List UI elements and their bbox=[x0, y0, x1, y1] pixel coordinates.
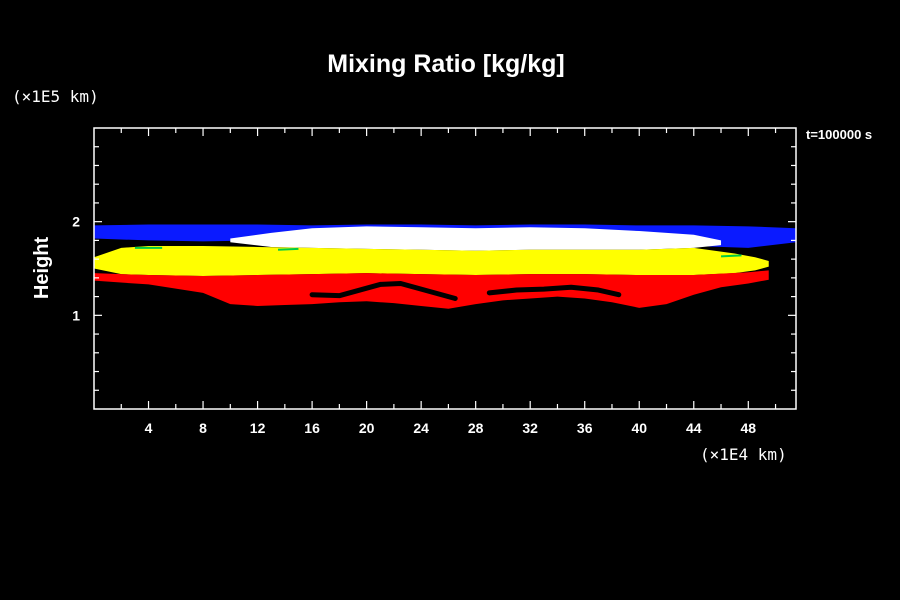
x-tick-label: 36 bbox=[577, 420, 593, 436]
band-white bbox=[230, 226, 722, 251]
x-axis-unit-label: (×1E4 km) bbox=[700, 445, 787, 464]
x-tick-label: 40 bbox=[631, 420, 647, 436]
axes bbox=[93, 127, 797, 410]
y-tick-label: 1 bbox=[72, 307, 80, 323]
band-yellow bbox=[94, 246, 769, 276]
x-tick-label: 20 bbox=[359, 420, 375, 436]
y-axis-label: Height bbox=[31, 237, 53, 300]
core-streak bbox=[486, 284, 622, 298]
time-label: t=100000 s bbox=[806, 127, 872, 142]
x-tick-label: 24 bbox=[413, 420, 429, 436]
x-tick-label: 28 bbox=[468, 420, 484, 436]
x-tick-label: 44 bbox=[686, 420, 702, 436]
chart-title: Mixing Ratio [kg/kg] bbox=[327, 50, 565, 78]
x-tick-label: 12 bbox=[250, 420, 266, 436]
x-tick-label: 32 bbox=[522, 420, 538, 436]
y-axis-unit-label: (×1E5 km) bbox=[12, 87, 99, 106]
green-trace bbox=[720, 254, 742, 258]
x-tick-label: 48 bbox=[741, 420, 757, 436]
x-tick-label: 8 bbox=[199, 420, 207, 436]
plot-layers bbox=[94, 224, 796, 309]
core-streak bbox=[309, 280, 458, 301]
plot-area bbox=[94, 224, 796, 309]
x-tick-label: 16 bbox=[304, 420, 320, 436]
plot-frame bbox=[93, 127, 797, 410]
x-tick-label: 4 bbox=[145, 420, 153, 436]
green-trace bbox=[277, 247, 299, 251]
y-tick-label: 2 bbox=[72, 214, 80, 230]
